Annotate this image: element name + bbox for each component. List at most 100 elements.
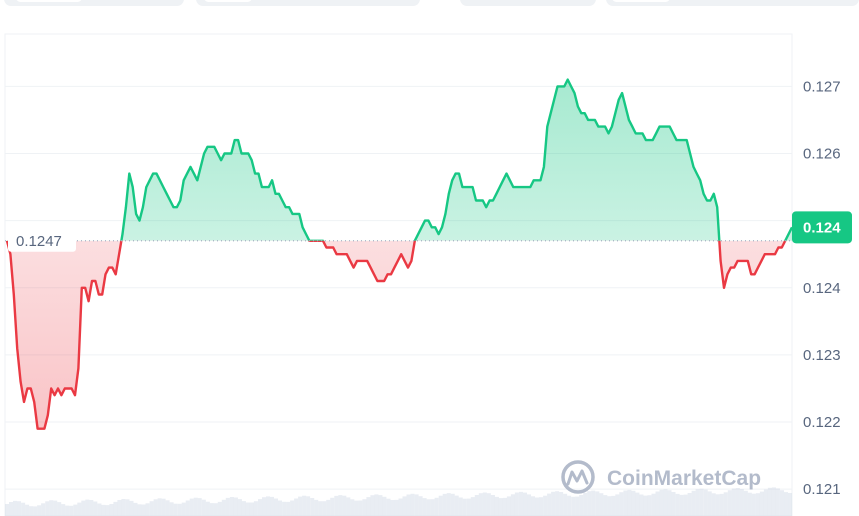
volume-bar (13, 500, 18, 516)
volume-bar (567, 495, 572, 516)
volume-bar (141, 504, 146, 516)
volume-bar (270, 496, 275, 516)
volume-bar (81, 500, 86, 516)
volume-bar (253, 501, 258, 516)
volume-bar (450, 493, 455, 516)
volume-bar (85, 499, 90, 516)
volume-bar (527, 494, 532, 516)
reference-price-label: 0.1247 (8, 229, 76, 252)
volume-bar (57, 502, 62, 516)
volume-bar (350, 499, 355, 516)
volume-bar (117, 500, 122, 516)
volume-bar (502, 497, 507, 516)
volume-bar (153, 499, 158, 516)
tab-1-selected-pill (16, 0, 82, 2)
volume-bar (675, 493, 680, 516)
volume-bar (743, 490, 748, 516)
volume-bar (438, 495, 443, 516)
volume-bar (21, 502, 26, 516)
volume-bar (723, 492, 728, 516)
volume-bar (326, 499, 331, 516)
volume-bar (759, 491, 764, 516)
tab-4[interactable] (606, 0, 859, 6)
volume-bar (217, 501, 222, 516)
price-line-below-reference (5, 240, 787, 430)
tab-2[interactable] (196, 0, 420, 6)
volume-bar (446, 493, 451, 516)
volume-bar (290, 500, 295, 516)
volume-bar (334, 495, 339, 516)
volume-bar (747, 492, 752, 516)
volume-bar (494, 496, 499, 516)
volume-bar (221, 499, 226, 516)
volume-bar (506, 496, 511, 516)
volume-bar (25, 504, 30, 516)
volume-bar (233, 497, 238, 516)
volume-bar (61, 504, 66, 516)
volume-bar (137, 504, 142, 516)
volume-bar (643, 495, 648, 516)
volume-bar (149, 501, 154, 516)
volume-bar (426, 499, 431, 516)
volume-bar (262, 497, 267, 516)
volume-bar (105, 505, 110, 516)
volume-bar (37, 505, 42, 516)
volume-bar (241, 501, 246, 516)
tab-1[interactable] (4, 0, 184, 6)
volume-bar (406, 494, 411, 516)
volume-bar (17, 501, 22, 516)
volume-bar (245, 502, 250, 516)
area-fill-above-reference (121, 79, 792, 241)
volume-bar (615, 494, 620, 516)
volume-bar (390, 500, 395, 516)
volume-bar (607, 496, 612, 516)
reference-price-text: 0.1247 (16, 233, 62, 250)
volume-bar (775, 488, 780, 516)
volume-bar (667, 490, 672, 516)
volume-bar (531, 496, 536, 516)
volume-bar (330, 497, 335, 516)
volume-bar (310, 498, 315, 516)
volume-bar (591, 490, 596, 516)
area-fill-below-reference (7, 240, 792, 429)
volume-bar (201, 499, 206, 516)
volume-bar (731, 488, 736, 516)
volume-bar (5, 504, 10, 516)
volume-bar (430, 499, 435, 516)
volume-bar (414, 494, 419, 516)
volume-bar (410, 493, 415, 516)
volume-bar (113, 501, 118, 516)
volume-bar (65, 505, 70, 516)
volume-bar (535, 497, 540, 516)
volume-bar (498, 498, 503, 516)
volume-bar (651, 493, 656, 516)
volume-bar (197, 498, 202, 516)
volume-bar (362, 499, 367, 516)
volume-bar (490, 495, 495, 516)
volume-bar (286, 501, 291, 516)
volume-bar (539, 497, 544, 516)
volume-bar (125, 499, 130, 516)
volume-bar (466, 498, 471, 516)
current-price-badge: 0.124 (792, 211, 852, 244)
volume-bar (53, 500, 58, 516)
volume-bar (165, 500, 170, 516)
watermark: CoinMarketCap (561, 460, 761, 494)
volume-bar (9, 502, 14, 516)
volume-bar (695, 489, 700, 516)
volume-bar (599, 493, 604, 516)
volume-bar (73, 504, 78, 516)
y-tick-label: 0.123 (803, 347, 841, 364)
volume-bar (258, 499, 263, 516)
volume-bar (771, 487, 776, 516)
volume-bar (193, 497, 198, 516)
tab-3[interactable] (460, 0, 596, 6)
volume-bar (342, 495, 347, 516)
volume-bar (663, 489, 668, 516)
volume-bar (647, 495, 652, 516)
volume-bar (237, 499, 242, 516)
volume-bar (302, 495, 307, 516)
volume-bar (189, 498, 194, 516)
volume-bar (354, 500, 359, 516)
